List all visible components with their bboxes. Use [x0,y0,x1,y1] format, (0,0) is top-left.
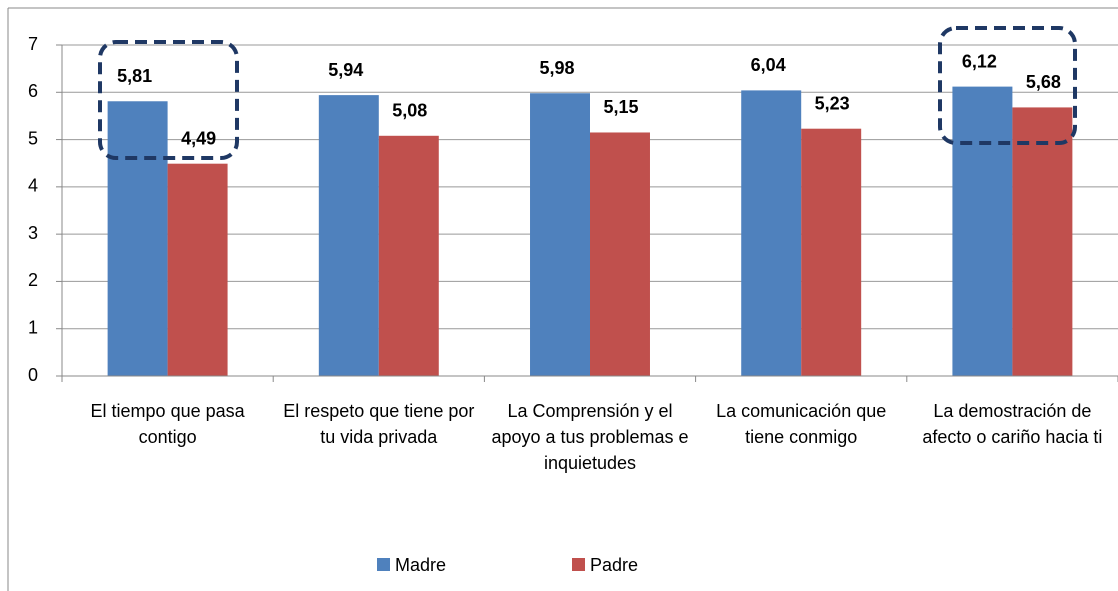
x-tick-label: La demostración de afecto o cariño hacia… [922,401,1103,447]
bar [741,90,802,376]
bar [801,128,862,376]
x-tick-label: La comunicación que tiene conmigo [716,401,887,447]
y-tick-label: 6 [28,81,38,101]
highlight-box [98,40,239,160]
bar [590,132,650,376]
data-label: 6,12 [962,51,997,71]
data-label: 5,08 [392,101,427,121]
x-tick-label: La Comprensión y el apoyo a tus problema… [491,401,689,473]
data-label: 5,15 [603,97,638,117]
x-tick-label: El tiempo que pasa contigo [90,401,245,447]
y-tick-label: 0 [28,365,38,385]
y-tick-label: 7 [28,34,38,54]
bar [318,95,379,376]
highlight-box [938,26,1077,145]
data-label: 5,68 [1026,72,1061,92]
y-tick-label: 4 [28,176,38,196]
x-tick-label: El respeto que tiene por tu vida privada [283,401,475,447]
y-tick-label: 2 [28,270,38,290]
legend-label: Madre [395,555,446,575]
legend-swatch [377,558,390,571]
bar [167,163,228,376]
data-label: 5,94 [328,60,363,80]
legend-swatch [572,558,585,571]
bar [952,86,1013,377]
legend-label: Padre [590,555,638,575]
data-label: 5,81 [117,66,152,86]
bar [530,93,590,376]
data-label: 4,49 [181,128,216,148]
y-tick-label: 5 [28,128,38,148]
bar [378,135,439,376]
bar [1012,107,1073,376]
data-label: 5,23 [815,93,850,113]
bar [107,101,168,377]
y-tick-label: 3 [28,223,38,243]
data-label: 6,04 [751,55,786,75]
y-tick-label: 1 [28,317,38,337]
data-label: 5,98 [539,58,574,78]
